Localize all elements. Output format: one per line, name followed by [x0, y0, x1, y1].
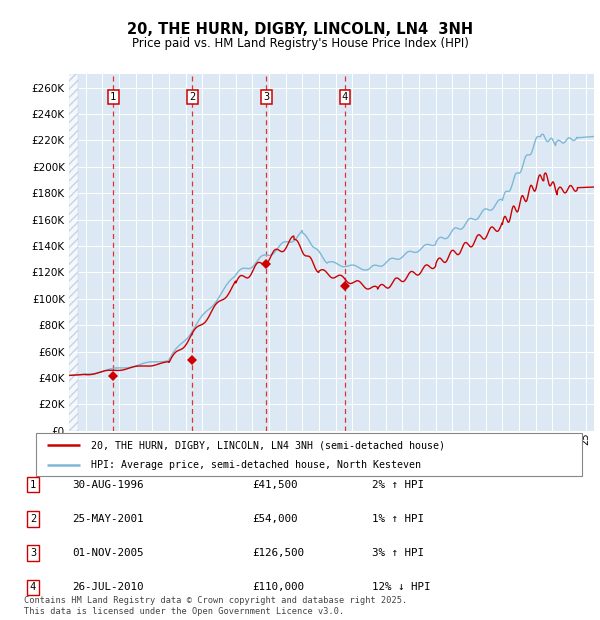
Text: 30-AUG-1996: 30-AUG-1996: [72, 480, 143, 490]
Text: 25-MAY-2001: 25-MAY-2001: [72, 514, 143, 524]
Text: 3: 3: [30, 548, 36, 558]
Text: £41,500: £41,500: [252, 480, 298, 490]
Text: 2% ↑ HPI: 2% ↑ HPI: [372, 480, 424, 490]
Text: 2: 2: [30, 514, 36, 524]
Text: 1% ↑ HPI: 1% ↑ HPI: [372, 514, 424, 524]
Text: 3% ↑ HPI: 3% ↑ HPI: [372, 548, 424, 558]
FancyBboxPatch shape: [36, 433, 582, 476]
Text: £54,000: £54,000: [252, 514, 298, 524]
Text: Contains HM Land Registry data © Crown copyright and database right 2025.
This d: Contains HM Land Registry data © Crown c…: [24, 596, 407, 616]
Text: 1: 1: [30, 480, 36, 490]
Text: 2: 2: [189, 92, 195, 102]
Text: HPI: Average price, semi-detached house, North Kesteven: HPI: Average price, semi-detached house,…: [91, 460, 421, 470]
Text: 20, THE HURN, DIGBY, LINCOLN, LN4 3NH (semi-detached house): 20, THE HURN, DIGBY, LINCOLN, LN4 3NH (s…: [91, 440, 445, 450]
Text: 4: 4: [342, 92, 348, 102]
Text: 20, THE HURN, DIGBY, LINCOLN, LN4  3NH: 20, THE HURN, DIGBY, LINCOLN, LN4 3NH: [127, 22, 473, 37]
Text: 12% ↓ HPI: 12% ↓ HPI: [372, 582, 431, 592]
Text: 1: 1: [110, 92, 116, 102]
Text: £126,500: £126,500: [252, 548, 304, 558]
Text: 26-JUL-2010: 26-JUL-2010: [72, 582, 143, 592]
Text: Price paid vs. HM Land Registry's House Price Index (HPI): Price paid vs. HM Land Registry's House …: [131, 37, 469, 50]
Text: 3: 3: [263, 92, 269, 102]
Text: £110,000: £110,000: [252, 582, 304, 592]
Text: 4: 4: [30, 582, 36, 592]
Text: 01-NOV-2005: 01-NOV-2005: [72, 548, 143, 558]
